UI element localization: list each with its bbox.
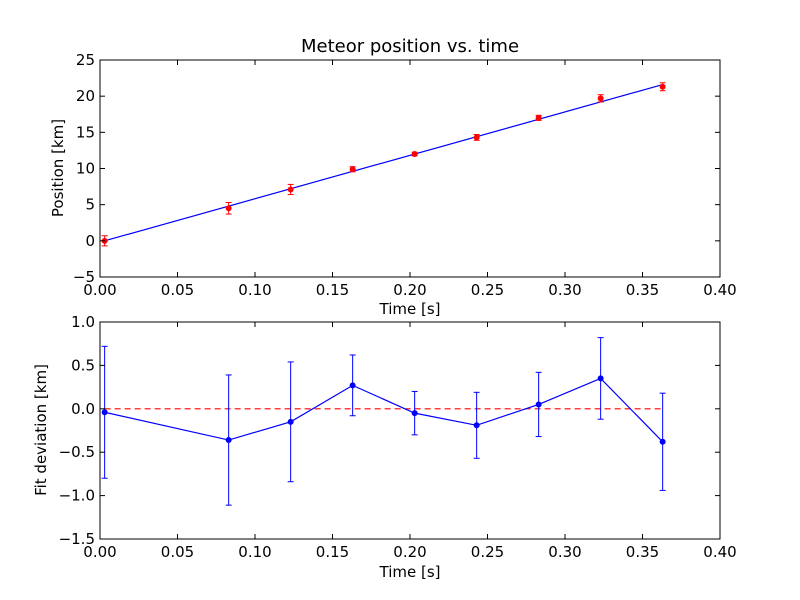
deviation-chart: 0.00 0.05 0.10 0.15 0.20 0.25 0.30 0.35 0.40 −1.5… [32,313,737,581]
deviation-chart-ytick-label: −1.5 [59,530,95,548]
deviation-chart-axes: 0.00 0.05 0.10 0.15 0.20 0.25 0.30 0.35 0.40 −1.5… [59,313,737,561]
deviation-chart-xlabel: Time [s] [379,563,441,581]
position-chart-xtick-label: 0.40 [703,281,736,299]
deviation-chart-xtick-label: 0.10 [238,543,271,561]
deviation-chart-xtick-label: 0.35 [626,543,659,561]
deviation-chart-xtick-label: 0.25 [471,543,504,561]
deviation-chart-xtick-label: 0.00 [83,543,116,561]
position-chart-marks [101,82,666,247]
deviation-chart-xtick-label: 0.40 [703,543,736,561]
deviation-chart-ytick-label: −0.5 [59,443,95,461]
position-chart-xtick-label: 0.00 [83,281,116,299]
position-chart-ylabel: Position [km] [49,119,67,217]
position-chart-data-point [473,134,480,141]
position-chart-ytick-label: 20 [76,87,95,105]
position-chart-xtick-label: 0.20 [393,281,426,299]
deviation-chart-xtick-label: 0.15 [316,543,349,561]
position-chart-data-point [411,151,418,158]
position-chart-data-point [349,166,356,173]
deviation-chart-data-point [597,375,604,382]
deviation-chart-ytick-label: −1.0 [59,487,95,505]
position-chart-xtick-label: 0.05 [161,281,194,299]
position-chart-title: Meteor position vs. time [301,36,519,57]
position-chart-xtick-label: 0.25 [471,281,504,299]
position-chart-data-point [597,95,604,102]
deviation-chart-data-point [535,401,542,408]
position-chart-ytick-label: 5 [85,196,95,214]
deviation-chart-data-point [101,409,108,416]
position-chart-data-point [535,114,542,121]
deviation-chart-ytick-label: 1.0 [71,313,95,331]
position-chart-xtick-label: 0.15 [316,281,349,299]
deviation-chart-xtick-label: 0.20 [393,543,426,561]
deviation-chart-marks [101,337,666,506]
deviation-chart-ylabel: Fit deviation [km] [32,364,50,496]
position-chart-xtick-label: 0.30 [548,281,581,299]
deviation-chart-data-point [287,418,294,425]
deviation-chart-ytick-label: 0.5 [71,356,95,374]
position-chart-xlabel: Time [s] [379,300,441,318]
position-chart-data-point [287,186,294,193]
position-chart-ytick-label: 0 [85,232,95,250]
deviation-chart-data-point [473,422,480,429]
deviation-chart-ytick-label: 0.0 [71,400,95,418]
deviation-chart-data-point [349,382,356,389]
position-chart-ytick-label: 25 [76,51,95,69]
position-chart-xtick-label: 0.10 [238,281,271,299]
position-chart-xtick-label: 0.35 [626,281,659,299]
position-chart-ytick-label: 15 [76,123,95,141]
deviation-chart-data-point [225,437,232,444]
position-chart-ytick-label: 10 [76,160,95,178]
position-chart: Meteor position vs. time 0.00 0.05 0.10 0.1… [49,36,737,318]
position-chart-data-point [659,83,666,90]
deviation-chart-data-point [411,410,418,417]
position-chart-ytick-label: −5 [73,268,95,286]
position-chart-fit-line [104,84,663,242]
position-chart-data-point [225,205,232,212]
deviation-chart-xtick-label: 0.30 [548,543,581,561]
position-chart-axes: 0.00 0.05 0.10 0.15 0.20 0.25 0.30 0.35 0.40 −5 0 5… [73,51,737,299]
deviation-chart-data-point [659,438,666,445]
deviation-chart-xtick-label: 0.05 [161,543,194,561]
